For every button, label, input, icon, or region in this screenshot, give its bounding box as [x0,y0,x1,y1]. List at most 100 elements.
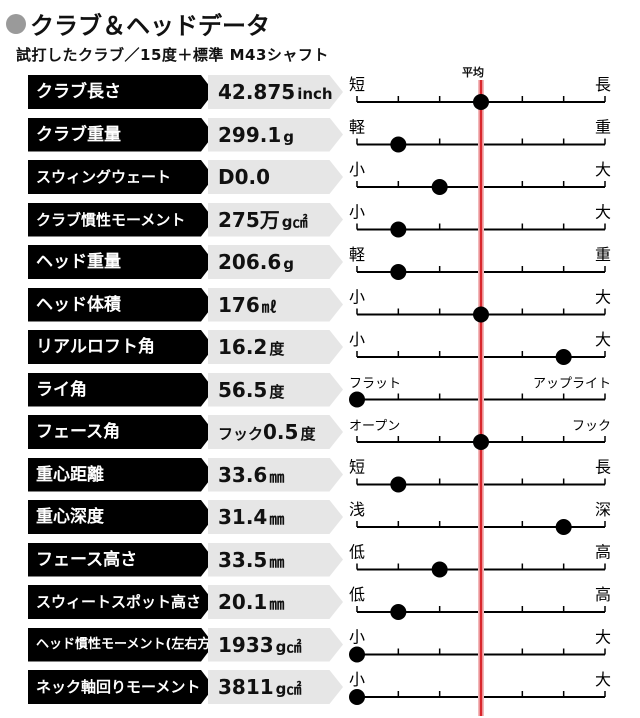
spec-value-number: 206.6 [218,250,282,274]
spec-value-number: 33.5 [218,547,268,572]
spec-row: ヘッド重量 206.6 g [0,242,640,282]
spec-label: 重心距離 [28,457,214,492]
spec-row: フェース高さ 33.5 ㎜ [0,540,640,580]
spec-row: 重心深度 31.4 ㎜ [0,497,640,537]
spec-value: フック0.5 度 [208,415,343,449]
spec-row: クラブ重量 299.1 g [0,115,640,155]
scale-right-label: アップライト [533,377,611,392]
scale-right-label: 大 [595,288,611,307]
scale-right-label: 高 [595,543,611,562]
spec-value: 1933 g㎠ [208,627,343,662]
spec-value-unit: g㎠ [275,680,302,698]
spec-label: ライ角 [28,372,214,407]
scale-right-label: 大 [595,160,611,179]
scale-right-label: 高 [595,585,611,604]
scale-right-label: 大 [595,670,611,689]
average-label: 平均 [462,66,484,79]
spec-label: ネック軸回りモーメント [28,670,214,704]
spec-row: 重心距離 33.6 ㎜ [0,455,640,495]
spec-value-unit: ㎖ [261,297,277,316]
scale-left-label: 短 [349,458,365,477]
spec-value: 33.5 ㎜ [208,542,343,577]
spec-label: クラブ慣性モーメント [28,202,214,237]
spec-label: クラブ長さ [28,75,214,109]
scale-right-label: 長 [595,458,611,477]
value-marker [473,434,489,450]
scale-right-label: 重 [595,245,611,264]
spec-value-unit: inch [297,85,333,103]
spec-value-number: D0.0 [218,165,271,189]
value-marker [390,264,407,280]
scale-left-label: 小 [349,288,365,307]
spec-value: 31.4 ㎜ [208,500,343,534]
spec-value: 42.875 inch [208,75,343,109]
scale-left-label: 浅 [349,500,365,519]
spec-row: フェース角 フック0.5 度 [0,412,640,452]
value-marker [390,476,407,493]
spec-label: 重心深度 [28,500,214,534]
spec-row: ヘッド体積 176 ㎖ [0,285,640,325]
scale-left-label: オープン [349,419,400,434]
value-marker [473,306,489,323]
spec-value-unit: ㎜ [269,552,285,571]
spec-label: ヘッド体積 [28,287,214,322]
scale-left-label: 小 [349,628,365,647]
scale-left-label: 軽 [349,245,365,264]
spec-label: クラブ重量 [28,117,214,152]
spec-value: 275万 g㎠ [208,202,343,237]
title-text: クラブ＆ヘッドデータ [30,12,270,40]
spec-row: ライ角 56.5 度 [0,370,640,410]
value-marker [390,221,407,238]
scale-left-label: 小 [349,203,365,222]
spec-value-number: 275万 [218,207,280,232]
spec-value-number: 176 [218,292,260,317]
spec-value-number: 20.1 [218,590,268,614]
spec-label: フェース角 [28,415,214,449]
chart-subtitle: 試打したクラブ／15度＋標準 M43シャフト [16,46,329,64]
spec-value-number: 16.2 [218,335,268,359]
scale-left-label: 軽 [349,118,365,137]
spec-value-number: 1933 [218,632,274,657]
spec-row: クラブ慣性モーメント 275万 g㎠ [0,200,640,240]
scale-left-label: 低 [349,543,365,562]
value-marker [349,689,365,705]
spec-row: ヘッド慣性モーメント(左右方向) 1933 g㎠ [0,625,640,665]
spec-row: スウィングウェート D0.0 [0,157,640,197]
spec-value-number: 31.4 [218,505,268,529]
spec-value-unit: ㎜ [269,510,285,528]
value-marker [349,646,365,663]
spec-value: 16.2 度 [208,330,343,364]
spec-row: ネック軸回りモーメント 3811 g㎠ [0,667,640,707]
spec-label: フェース高さ [28,542,214,577]
scale-right-label: フック [572,419,611,434]
value-marker [431,561,448,578]
spec-row: スウィートスポット高さ 20.1 ㎜ [0,582,640,622]
spec-value-unit: g㎠ [281,212,308,231]
value-marker [555,349,572,365]
spec-label: リアルロフト角 [28,330,214,364]
spec-value-number: 56.5 [218,377,268,402]
chart-title: クラブ＆ヘッドデータ [6,6,270,41]
spec-value: 299.1 g [208,117,343,152]
spec-label: スウィングウェート [28,160,214,194]
scale-left-label: 小 [349,160,365,179]
spec-value-prefix: フック [218,425,264,443]
spec-value-unit: 度 [269,340,285,358]
spec-row: リアルロフト角 16.2 度 [0,327,640,367]
value-marker [555,519,572,535]
value-marker [349,391,365,408]
scale-left-label: 小 [349,670,365,689]
scale-right-label: 長 [595,75,611,94]
spec-value: 20.1 ㎜ [208,585,343,619]
spec-value-number: 42.875 [218,80,296,104]
spec-value-number: 299.1 [218,122,282,147]
scale-left-label: 短 [349,75,365,94]
spec-value-number: 0.5 [263,420,299,444]
spec-label: ヘッド慣性モーメント(左右方向) [28,627,214,662]
spec-value-number: 3811 [218,675,274,699]
spec-value-unit: ㎜ [269,595,285,613]
spec-value-unit: 度 [269,382,285,401]
spec-value-unit: g [283,255,295,273]
spec-value: D0.0 [208,160,343,194]
spec-value-unit: g㎠ [275,637,302,656]
